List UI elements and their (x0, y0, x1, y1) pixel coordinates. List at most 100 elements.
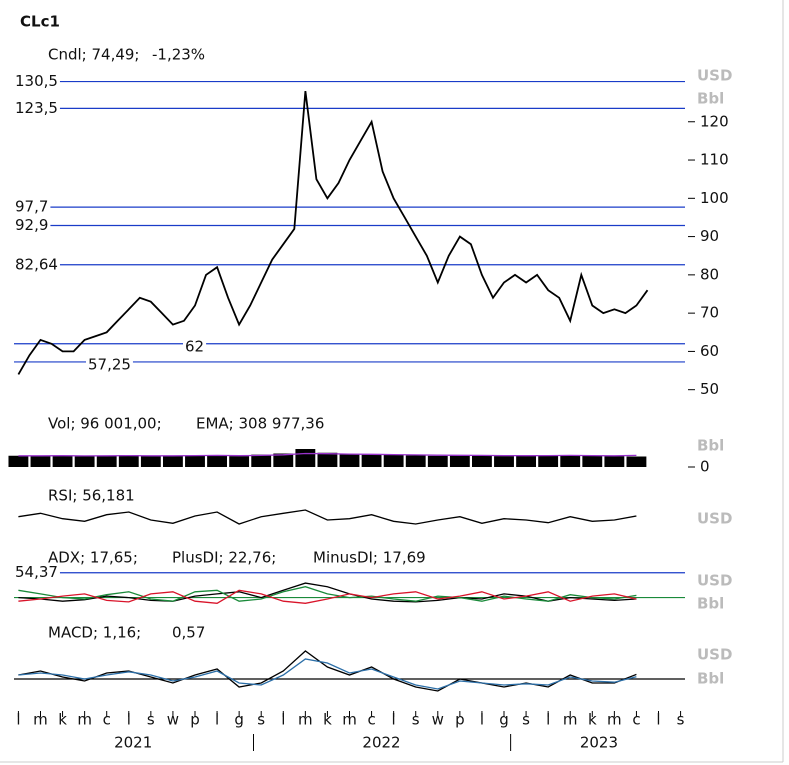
legend-entry: 0,57 (172, 624, 205, 642)
level-label: 82,64 (15, 255, 58, 273)
volume-bar (185, 455, 205, 467)
series-line (18, 589, 637, 604)
level-label: 130,5 (15, 72, 58, 90)
y-tick-label: 70 (700, 304, 719, 322)
x-tick-label: s (522, 711, 530, 729)
volume-bar (74, 456, 95, 467)
volume-bar (317, 452, 338, 467)
level-label-bg (13, 255, 60, 274)
level-label-bg (13, 563, 60, 582)
x-tick-label: l (546, 711, 550, 729)
volume-bar (162, 455, 183, 467)
volume-bar (449, 455, 470, 467)
x-tick-label: s (412, 711, 420, 729)
volume-bar (8, 455, 29, 467)
volume-bar (383, 455, 404, 467)
level-label-bg (13, 98, 60, 117)
legend-entry: MinusDI; 17,69 (313, 549, 426, 567)
unit-label: USD (697, 646, 732, 664)
legend-entry: Vol; 96 001,00; (48, 415, 162, 433)
volume-bar (604, 456, 625, 467)
legend-entry: RSI; 56,181 (48, 487, 135, 505)
y-tick-label: 0 (700, 458, 710, 476)
y-tick-label: 50 (700, 380, 719, 398)
x-tick-label: l (656, 711, 660, 729)
x-tick-label: l (392, 711, 396, 729)
volume-bar (229, 456, 250, 467)
volume-bar (339, 454, 360, 467)
series-line (18, 582, 637, 603)
x-tick-label: c (367, 711, 375, 729)
volume-bar (96, 455, 117, 467)
volume-bar (118, 455, 139, 467)
volume-bar (582, 455, 603, 467)
unit-label: USD (697, 572, 732, 590)
x-tick-label: c (632, 711, 640, 729)
volume-bar (516, 455, 537, 467)
y-tick-label: 80 (700, 265, 719, 283)
x-tick-label: m (298, 711, 313, 729)
x-tick-label: l (281, 711, 285, 729)
x-tick-label: m (563, 711, 578, 729)
series-line (18, 509, 637, 525)
level-label: 92,9 (15, 216, 48, 234)
volume-bar (405, 455, 426, 467)
volume-bar (295, 449, 316, 467)
x-tick-label: s (677, 711, 685, 729)
x-tick-label: m (77, 711, 92, 729)
x-tick-label: l (16, 711, 20, 729)
volume-bar (207, 455, 227, 467)
unit-label: Bbl (697, 670, 724, 688)
series-line (17, 90, 649, 375)
x-tick-label: w (432, 711, 444, 729)
volume-bar (52, 455, 73, 467)
y-tick-label: 60 (700, 342, 719, 360)
legend-entry: MACD; 1,16; (48, 624, 141, 642)
x-tick-label: w (167, 711, 179, 729)
x-tick-label: g (234, 711, 244, 729)
volume-bar (538, 455, 559, 467)
level-label: 54,37 (15, 563, 58, 581)
x-tick-label: k (58, 711, 67, 729)
volume-bar (30, 456, 51, 467)
volume-bar (251, 454, 272, 467)
volume-bar (361, 454, 382, 467)
x-tick-label: p (190, 711, 200, 729)
legend-entry: EMA; 308 977,36 (196, 415, 324, 433)
level-label: 62 (185, 337, 204, 355)
unit-label: USD (697, 510, 732, 528)
x-tick-label: m (342, 711, 357, 729)
x-tick-label: s (257, 711, 265, 729)
x-tick-label: k (323, 711, 332, 729)
unit-label: Bbl (697, 595, 724, 613)
legend-entry: Cndl; 74,49; (48, 46, 140, 64)
y-tick-label: 90 (700, 227, 719, 245)
y-tick-label: 110 (700, 151, 729, 169)
legend-entry: PlusDI; 22,76; (172, 549, 276, 567)
x-tick-label: m (33, 711, 48, 729)
volume-bar (273, 453, 294, 467)
unit-label: Bbl (697, 437, 724, 455)
level-label: 97,7 (15, 198, 48, 216)
unit-label: USD (697, 67, 732, 85)
series-line (18, 452, 637, 457)
series-line (18, 658, 637, 690)
x-tick-label: g (499, 711, 509, 729)
level-label-bg (183, 337, 207, 356)
x-tick-label: c (103, 711, 111, 729)
y-tick-label: 100 (700, 189, 729, 207)
year-label: 2022 (362, 734, 400, 752)
year-label: 2023 (580, 734, 618, 752)
series-line (18, 586, 637, 602)
x-tick-label: l (480, 711, 484, 729)
x-tick-label: l (127, 711, 131, 729)
legend-entry: ADX; 17,65; (48, 549, 138, 567)
year-label: 2021 (114, 734, 152, 752)
level-label: 57,25 (88, 355, 131, 373)
volume-bar (626, 456, 647, 467)
level-label-bg (86, 355, 133, 374)
volume-bar (427, 455, 448, 467)
unit-label: Bbl (697, 90, 724, 108)
